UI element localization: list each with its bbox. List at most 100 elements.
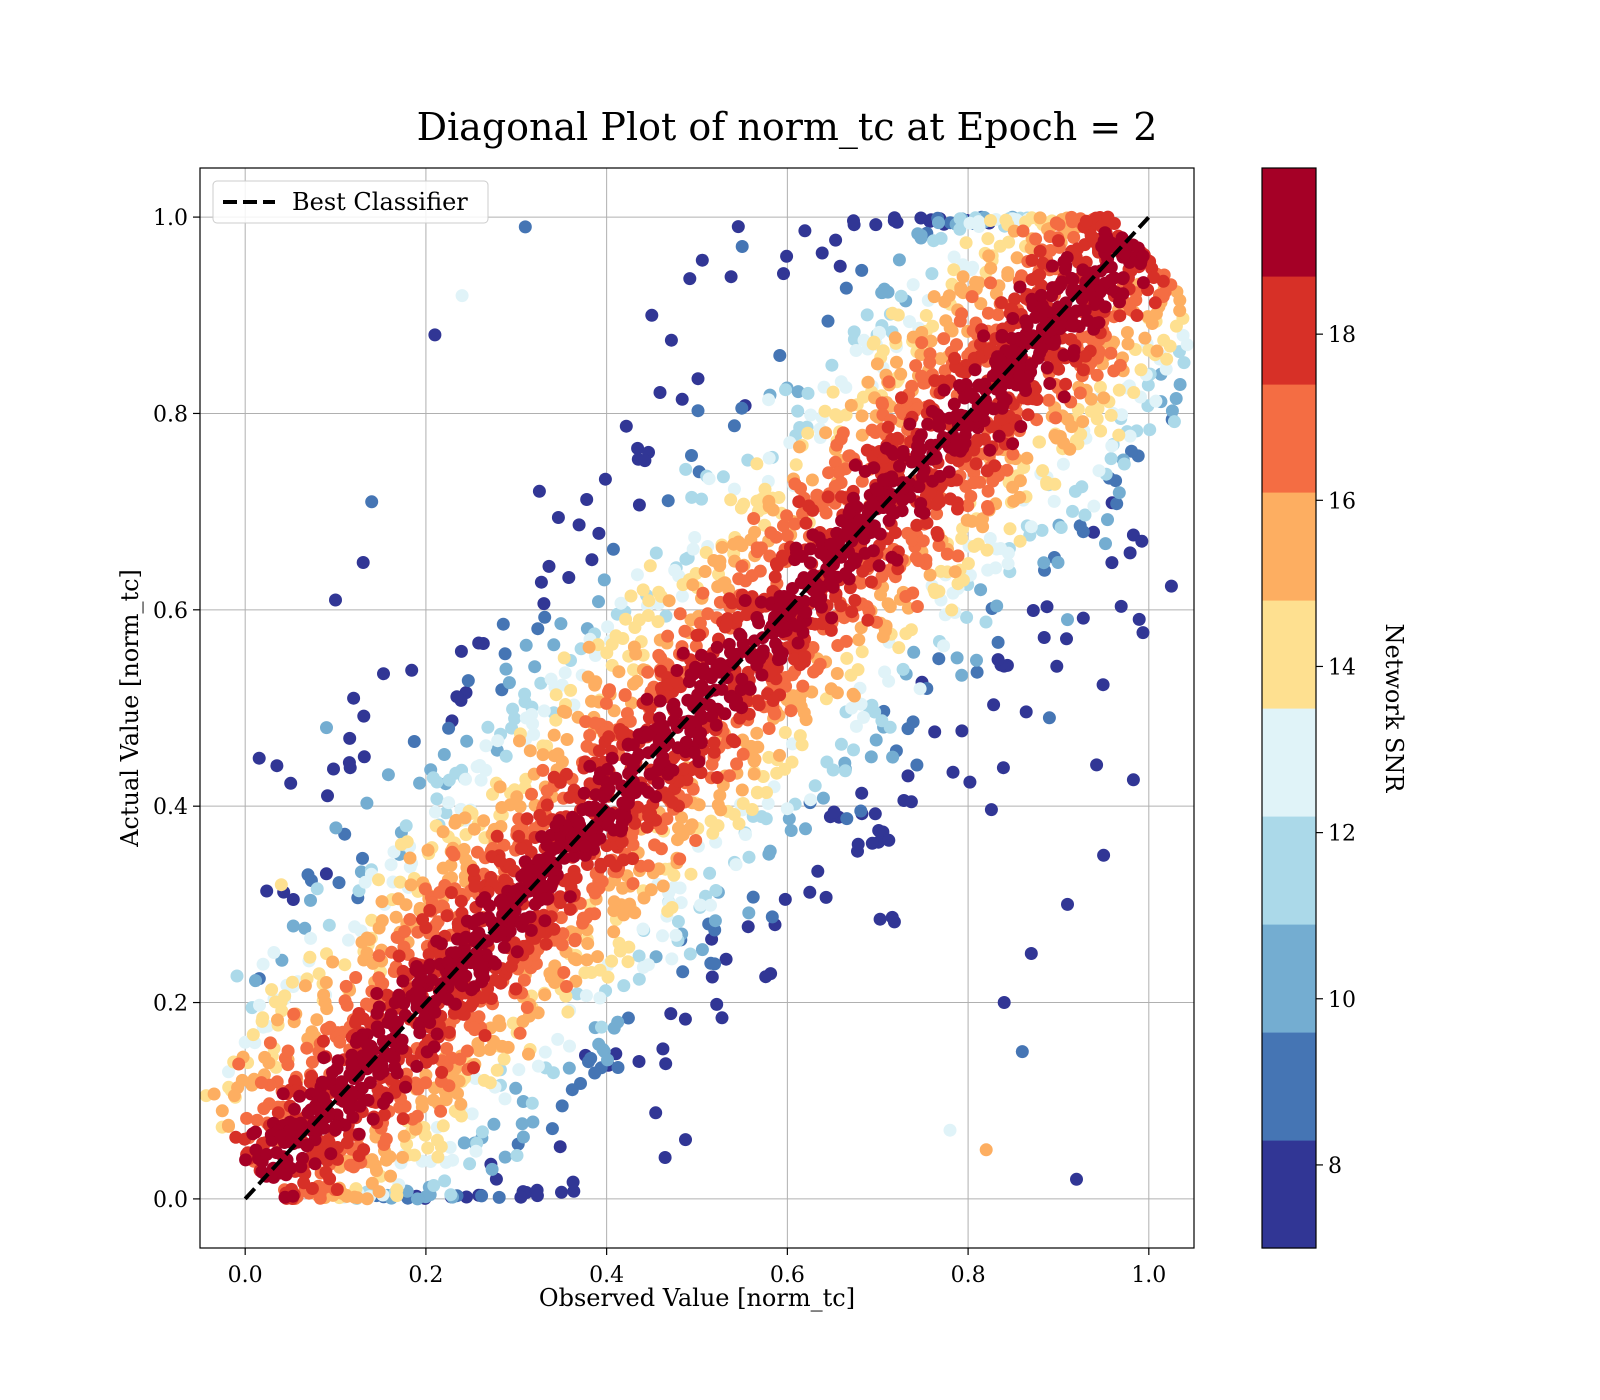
scatter-point <box>640 820 654 834</box>
scatter-point <box>483 1076 497 1090</box>
scatter-point <box>685 449 698 462</box>
scatter-point <box>506 702 520 716</box>
scatter-point <box>498 1092 512 1106</box>
scatter-point <box>1107 364 1121 378</box>
scatter-point <box>762 494 776 508</box>
scatter-point <box>560 733 574 746</box>
scatter-point <box>748 525 762 539</box>
scatter-point <box>703 866 717 880</box>
scatter-point <box>640 692 654 706</box>
scatter-point <box>1141 378 1155 392</box>
scatter-point <box>886 750 900 764</box>
scatter-point <box>379 1153 393 1167</box>
scatter-point <box>943 1123 957 1137</box>
scatter-point <box>840 529 854 543</box>
scatter-point <box>553 890 567 904</box>
scatter-point <box>627 677 640 691</box>
scatter-point <box>472 1044 486 1058</box>
scatter-point <box>547 770 561 784</box>
scatter-point <box>551 511 565 524</box>
scatter-point <box>342 756 356 770</box>
scatter-point <box>1013 474 1027 488</box>
scatter-point <box>969 409 983 423</box>
scatter-point <box>892 641 906 655</box>
scatter-point <box>391 1015 404 1029</box>
scatter-point <box>642 594 656 608</box>
scatter-point <box>545 1122 559 1136</box>
scatter-point <box>661 494 675 508</box>
scatter-point <box>1159 362 1173 376</box>
scatter-point <box>652 585 666 599</box>
scatter-point <box>538 914 552 928</box>
scatter-point <box>567 1184 581 1198</box>
scatter-point <box>838 764 852 778</box>
scatter-point <box>1105 439 1119 453</box>
colorbar-band <box>1262 600 1316 709</box>
scatter-point <box>1079 214 1093 228</box>
scatter-point <box>518 687 532 701</box>
scatter-point <box>1006 437 1020 451</box>
scatter-point <box>724 645 737 659</box>
scatter-point <box>899 627 913 641</box>
scatter-point <box>660 812 674 826</box>
scatter-point <box>828 455 842 469</box>
scatter-point <box>913 682 927 696</box>
scatter-point <box>508 904 522 918</box>
scatter-point <box>265 1167 279 1181</box>
scatter-point <box>354 865 368 879</box>
scatter-point <box>943 411 956 425</box>
y-tick-label: 0.0 <box>153 1188 188 1213</box>
scatter-point <box>434 983 448 997</box>
scatter-point <box>761 797 775 810</box>
scatter-point <box>1045 259 1059 273</box>
scatter-point <box>617 979 631 993</box>
scatter-point <box>419 1076 433 1090</box>
scatter-point <box>308 1157 322 1171</box>
scatter-point <box>342 933 355 947</box>
scatter-point <box>1070 1172 1083 1186</box>
scatter-point <box>847 325 861 339</box>
scatter-point <box>592 1037 606 1051</box>
scatter-point <box>847 743 860 757</box>
scatter-point <box>1176 328 1190 342</box>
scatter-point <box>616 881 630 895</box>
scatter-point <box>1078 304 1092 318</box>
scatter-point <box>914 211 928 225</box>
scatter-point <box>814 617 828 630</box>
scatter-point <box>516 1130 530 1144</box>
scatter-point <box>695 253 709 267</box>
scatter-point <box>656 879 670 893</box>
scatter-point <box>538 988 552 1002</box>
scatter-point <box>1054 521 1068 534</box>
scatter-point <box>287 1007 301 1021</box>
scatter-point <box>431 915 445 929</box>
scatter-point <box>442 721 456 735</box>
scatter-point <box>467 1021 481 1035</box>
scatter-point <box>1061 613 1074 627</box>
scatter-point <box>546 1066 560 1080</box>
scatter-point <box>397 1129 411 1143</box>
scatter-point <box>390 1189 404 1203</box>
colorbar-band <box>1262 924 1316 1033</box>
scatter-point <box>881 420 895 434</box>
scatter-point <box>346 1087 360 1101</box>
scatter-point <box>930 507 944 521</box>
scatter-point <box>649 546 663 560</box>
scatter-point <box>528 660 542 674</box>
scatter-point <box>597 573 611 587</box>
scatter-point <box>460 1190 473 1204</box>
scatter-point <box>1093 380 1107 394</box>
scatter-point <box>418 1128 432 1142</box>
scatter-point <box>499 749 513 763</box>
scatter-point <box>267 946 281 959</box>
scatter-point <box>1047 494 1061 508</box>
scatter-point <box>920 516 934 530</box>
scatter-point <box>544 672 558 686</box>
scatter-point <box>896 493 909 507</box>
scatter-point <box>932 216 945 230</box>
scatter-point <box>671 741 685 755</box>
scatter-point <box>887 214 901 228</box>
scatter-point <box>536 763 550 777</box>
scatter-point <box>747 767 761 781</box>
x-axis-ticks: 0.0 0.2 0.4 0.6 0.8 1.0 <box>228 1248 1166 1288</box>
